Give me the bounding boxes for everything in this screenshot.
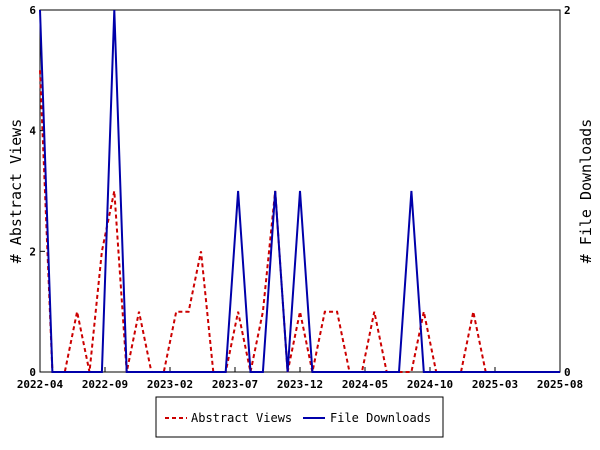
x-tick-label: 2022-04 — [17, 378, 64, 391]
series-line-file-downloads — [39, 9, 560, 373]
y-left-tick-label: 0 — [29, 366, 36, 379]
x-tick-label: 2023-07 — [212, 378, 258, 391]
y-right-tick-label: 2 — [564, 4, 571, 17]
legend-box — [155, 396, 444, 438]
x-ticks: 2022-04 2022-09 2023-02 2023-07 2023-12 2024-… — [17, 367, 583, 391]
y-left-tick-label: 2 — [29, 245, 36, 258]
y-axis-right-label: # File Downloads — [577, 119, 595, 264]
y-left-tick-label: 4 — [29, 125, 36, 138]
x-tick-label: 2024-10 — [407, 378, 453, 391]
x-tick-label: 2023-12 — [277, 378, 323, 391]
legend-label-abstract-views: Abstract Views — [191, 411, 292, 425]
x-tick-label: 2025-08 — [537, 378, 583, 391]
legend-label-file-downloads: File Downloads — [330, 411, 431, 425]
x-tick-label: 2024-05 — [342, 378, 388, 391]
x-tick-label: 2025-03 — [472, 378, 518, 391]
legend: Abstract Views File Downloads — [155, 396, 444, 438]
x-tick-label: 2022-09 — [82, 378, 128, 391]
y-axis-left-label: # Abstract Views — [7, 119, 25, 264]
y-left-tick-label: 6 — [29, 4, 36, 17]
series-layer — [39, 9, 560, 373]
x-tick-label: 2023-02 — [147, 378, 193, 391]
y-right-tick-label: 0 — [564, 366, 571, 379]
